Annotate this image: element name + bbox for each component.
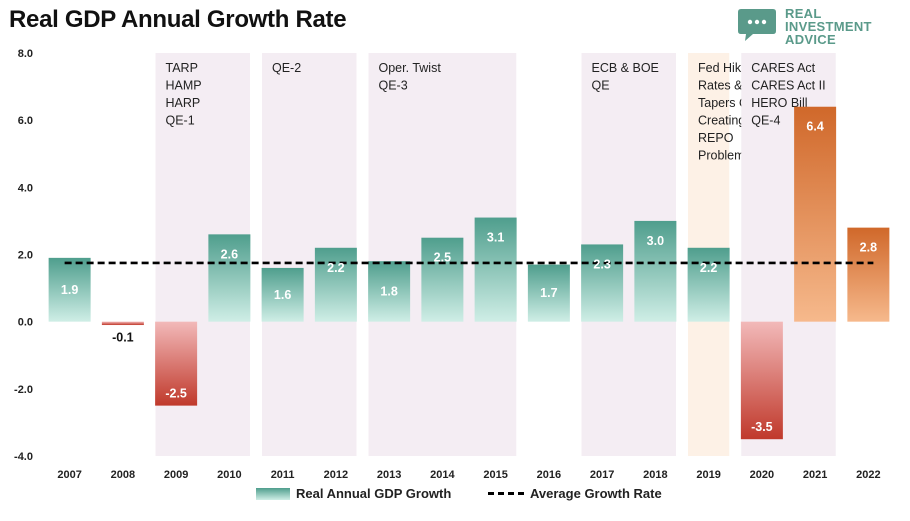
bar-2022 [847,227,890,322]
data-label-2020: -3.5 [751,420,773,434]
legend-label-average: Average Growth Rate [530,486,662,501]
bar-2008 [101,321,144,326]
annotation-text: HAMP [166,79,202,93]
annotation-text: CARES Act [751,61,815,75]
page-title: Real GDP Annual Growth Rate [9,6,347,33]
y-tick-label: 8.0 [18,48,33,60]
data-label-2015: 3.1 [487,231,504,245]
data-label-2012: 2.2 [327,261,344,275]
x-tick-label: 2015 [483,469,507,481]
x-tick-label: 2022 [856,469,880,481]
bar-2018 [634,220,677,322]
legend-swatch-gdp [256,487,290,500]
logo-line-2: INVESTMENT [785,19,872,34]
legend-item-average: Average Growth Rate [488,486,662,501]
bar-2019 [687,247,730,322]
bar-2011 [261,267,304,322]
data-label-2022: 2.8 [860,241,877,255]
annotation-text: QE-1 [166,114,195,128]
bar-2016 [527,264,570,322]
bar-2015 [474,217,517,322]
bar-2013 [368,261,411,322]
chart-legend: Real Annual GDP Growth Average Growth Ra… [0,486,910,506]
data-label-2018: 3.0 [647,234,664,248]
legend-item-gdp: Real Annual GDP Growth [256,486,451,501]
data-label-2017: 2.3 [593,257,610,271]
x-tick-label: 2016 [537,469,561,481]
annotation-text: HERO Bill [751,96,807,110]
legend-label-gdp: Real Annual GDP Growth [296,486,452,501]
y-tick-label: 2.0 [18,250,33,262]
bar-2007 [48,257,91,322]
y-tick-label: 4.0 [18,182,33,194]
bar-2010 [208,234,251,322]
annotation-text: Problem [698,149,745,163]
bar-2012 [314,247,357,322]
x-tick-label: 2011 [271,469,295,481]
annotation-text: Creating [698,114,745,128]
x-tick-label: 2020 [750,469,774,481]
y-tick-label: 0.0 [18,317,33,329]
y-tick-label: 6.0 [18,115,33,127]
brand-logo: REAL INVESTMENT ADVICE [737,5,897,46]
logo-line-3: ADVICE [785,32,836,47]
annotation-text: QE-4 [751,114,780,128]
logo-text: REAL INVESTMENT ADVICE [785,7,872,46]
x-tick-label: 2009 [164,469,188,481]
y-tick-label: -4.0 [14,451,33,463]
annotation-text: Fed Hikes [698,61,754,75]
x-tick-label: 2019 [696,469,720,481]
bar-2021 [794,106,837,322]
y-tick-label: -2.0 [14,384,33,396]
annotation-text: REPO [698,131,734,145]
data-label-2009: -2.5 [165,387,187,401]
data-label-2007: 1.9 [61,283,78,297]
data-label-2014: 2.5 [434,251,451,265]
data-label-2008: -0.1 [112,331,134,345]
bar-2014 [421,237,464,322]
bar-2009 [155,321,198,406]
annotation-text: QE-3 [379,79,408,93]
data-label-2010: 2.6 [221,247,238,261]
annotation-text: QE-2 [272,61,301,75]
x-tick-label: 2013 [377,469,401,481]
x-tick-label: 2012 [324,469,348,481]
data-label-2016: 1.7 [540,286,557,300]
bar-2020 [740,321,783,440]
x-tick-label: 2017 [590,469,614,481]
annotation-text: QE [592,79,610,93]
bar-2017 [581,244,624,322]
annotation-text: CARES Act II [751,79,825,93]
annotation-text: TARP [166,61,198,75]
x-tick-label: 2021 [803,469,827,481]
speech-bubble-icon [738,9,776,41]
annotation-text: Rates & [698,79,743,93]
data-label-2013: 1.8 [380,284,397,298]
data-label-2021: 6.4 [806,120,823,134]
data-label-2019: 2.2 [700,261,717,275]
legend-swatch-average [488,492,524,495]
annotation-text: ECB & BOE [592,61,659,75]
data-label-2011: 1.6 [274,288,291,302]
x-tick-label: 2018 [643,469,667,481]
logo-line-1: REAL [785,6,822,21]
x-tick-label: 2014 [430,469,455,481]
x-tick-label: 2007 [57,469,81,481]
annotation-text: Oper. Twist [379,61,442,75]
annotation-text: HARP [166,96,201,110]
x-tick-label: 2010 [217,469,241,481]
x-tick-label: 2008 [111,469,135,481]
